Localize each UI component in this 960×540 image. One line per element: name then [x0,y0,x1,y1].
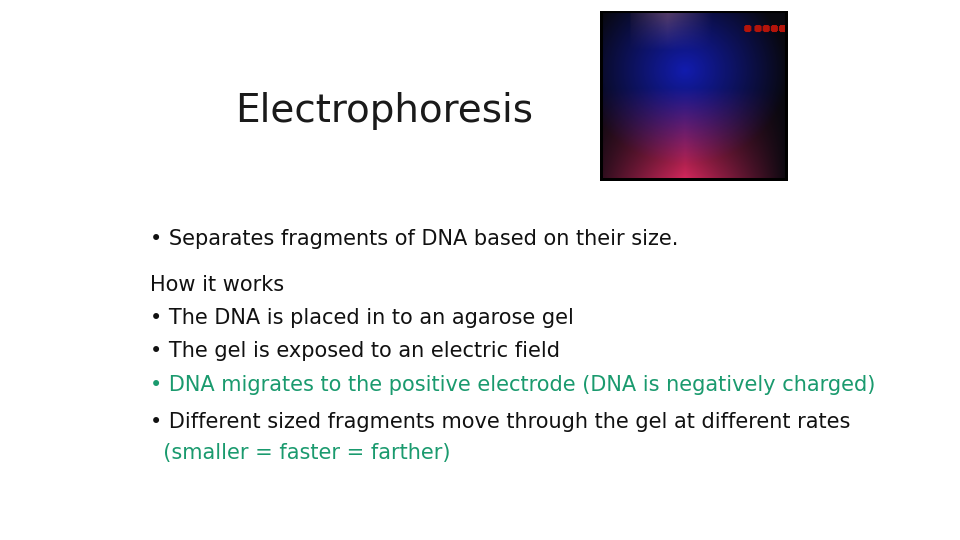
Text: • Separates fragments of DNA based on their size.: • Separates fragments of DNA based on th… [150,229,678,249]
Text: • Different sized fragments move through the gel at different rates: • Different sized fragments move through… [150,412,851,432]
Text: • DNA migrates to the positive electrode (DNA is negatively charged): • DNA migrates to the positive electrode… [150,375,876,395]
Text: • The gel is exposed to an electric field: • The gel is exposed to an electric fiel… [150,341,560,361]
Text: (smaller = faster = farther): (smaller = faster = farther) [150,443,450,463]
Text: How it works: How it works [150,275,284,295]
Text: • The DNA is placed in to an agarose gel: • The DNA is placed in to an agarose gel [150,308,574,328]
Text: Electrophoresis: Electrophoresis [235,92,534,130]
